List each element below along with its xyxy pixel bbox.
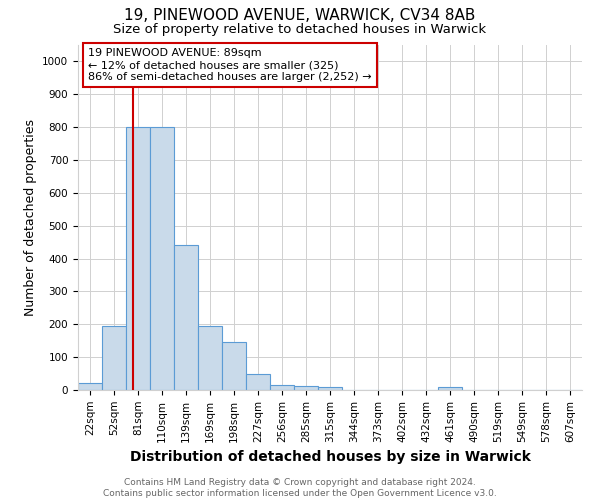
Bar — [150, 127, 174, 390]
Bar — [102, 326, 126, 390]
Y-axis label: Number of detached properties: Number of detached properties — [23, 119, 37, 316]
Bar — [174, 246, 198, 390]
X-axis label: Distribution of detached houses by size in Warwick: Distribution of detached houses by size … — [130, 450, 530, 464]
Bar — [222, 342, 246, 390]
Bar — [246, 374, 270, 390]
Bar — [438, 386, 462, 390]
Bar — [78, 384, 102, 390]
Text: 19, PINEWOOD AVENUE, WARWICK, CV34 8AB: 19, PINEWOOD AVENUE, WARWICK, CV34 8AB — [124, 8, 476, 22]
Bar — [294, 386, 318, 390]
Text: Size of property relative to detached houses in Warwick: Size of property relative to detached ho… — [113, 22, 487, 36]
Bar — [198, 326, 222, 390]
Bar — [126, 127, 150, 390]
Bar — [318, 386, 342, 390]
Text: 19 PINEWOOD AVENUE: 89sqm
← 12% of detached houses are smaller (325)
86% of semi: 19 PINEWOOD AVENUE: 89sqm ← 12% of detac… — [88, 48, 372, 82]
Text: Contains HM Land Registry data © Crown copyright and database right 2024.
Contai: Contains HM Land Registry data © Crown c… — [103, 478, 497, 498]
Bar — [270, 385, 294, 390]
